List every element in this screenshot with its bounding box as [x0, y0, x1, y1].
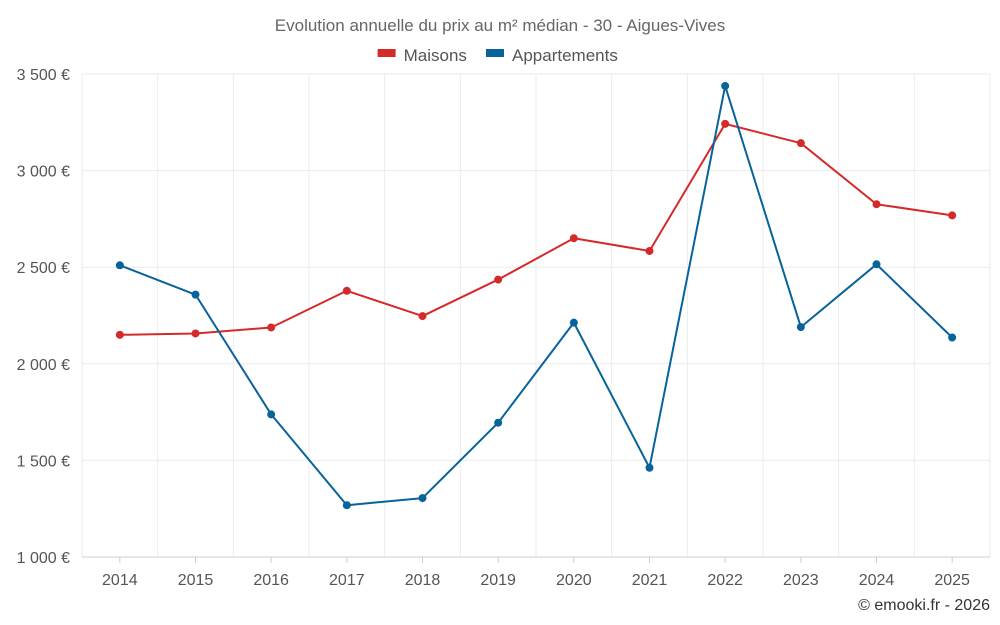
data-point-maisons: [342, 286, 351, 295]
data-point-maisons: [569, 234, 578, 243]
legend: Maisons Appartements: [377, 46, 618, 65]
y-tick-label: 3 000 €: [17, 164, 70, 181]
x-tick-label: 2024: [859, 572, 895, 589]
data-point-maisons: [796, 139, 805, 148]
data-point-maisons: [418, 312, 427, 321]
x-tick-label: 2019: [480, 572, 516, 589]
y-tick-label: 1 000 €: [17, 550, 70, 567]
data-point-appartements: [645, 463, 654, 472]
data-point-appartements: [569, 318, 578, 327]
y-tick-label: 2 000 €: [17, 357, 70, 374]
x-tick-label: 2020: [556, 572, 592, 589]
x-tick-label: 2023: [783, 572, 819, 589]
data-point-appartements: [342, 501, 351, 510]
data-point-maisons: [645, 246, 654, 255]
data-point-appartements: [796, 323, 805, 332]
data-point-maisons: [191, 329, 200, 338]
y-axis: 1 000 € 1 500 € 2 000 € 2 500 € 3 000 € 3 500…: [17, 67, 70, 567]
x-tick-label: 2015: [178, 572, 214, 589]
data-point-maisons: [115, 330, 124, 339]
data-point-maisons: [872, 200, 881, 209]
series-line-appartements: [119, 84, 953, 507]
data-point-appartements: [267, 410, 276, 419]
legend-swatch-appartements: [486, 49, 504, 57]
legend-swatch-maisons: [377, 49, 396, 57]
x-tick-label: 2025: [934, 572, 970, 589]
x-axis: 2014 2015 2016 2017 2018 2019 2020 2021 2022 2023…: [82, 556, 990, 589]
data-point-appartements: [494, 418, 503, 427]
x-tick-label: 2016: [253, 572, 289, 589]
legend-label-appartements: Appartements: [512, 46, 618, 65]
data-point-appartements: [721, 81, 730, 90]
x-tick-label: 2021: [632, 572, 668, 589]
series-line-maisons: [119, 122, 953, 336]
x-tick-label: 2018: [405, 572, 441, 589]
data-point-appartements: [948, 333, 957, 342]
data-point-appartements: [872, 260, 881, 269]
data-point-maisons: [721, 119, 730, 128]
data-point-appartements: [191, 290, 200, 299]
data-point-maisons: [494, 275, 503, 284]
data-point-maisons: [948, 211, 957, 220]
credit-text: © emooki.fr - 2026: [858, 597, 990, 614]
x-tick-label: 2017: [329, 572, 365, 589]
y-tick-label: 3 500 €: [17, 67, 70, 84]
y-tick-label: 2 500 €: [17, 260, 70, 277]
data-point-appartements: [115, 261, 124, 270]
series-layer: [115, 81, 957, 510]
grid: [81, 73, 991, 557]
chart-title: Evolution annuelle du prix au m² médian …: [275, 16, 725, 35]
x-tick-label: 2014: [102, 572, 138, 589]
legend-label-maisons: Maisons: [404, 46, 467, 65]
y-tick-label: 1 500 €: [17, 453, 70, 470]
data-point-maisons: [267, 323, 276, 332]
data-point-appartements: [418, 494, 427, 503]
x-tick-label: 2022: [707, 572, 743, 589]
